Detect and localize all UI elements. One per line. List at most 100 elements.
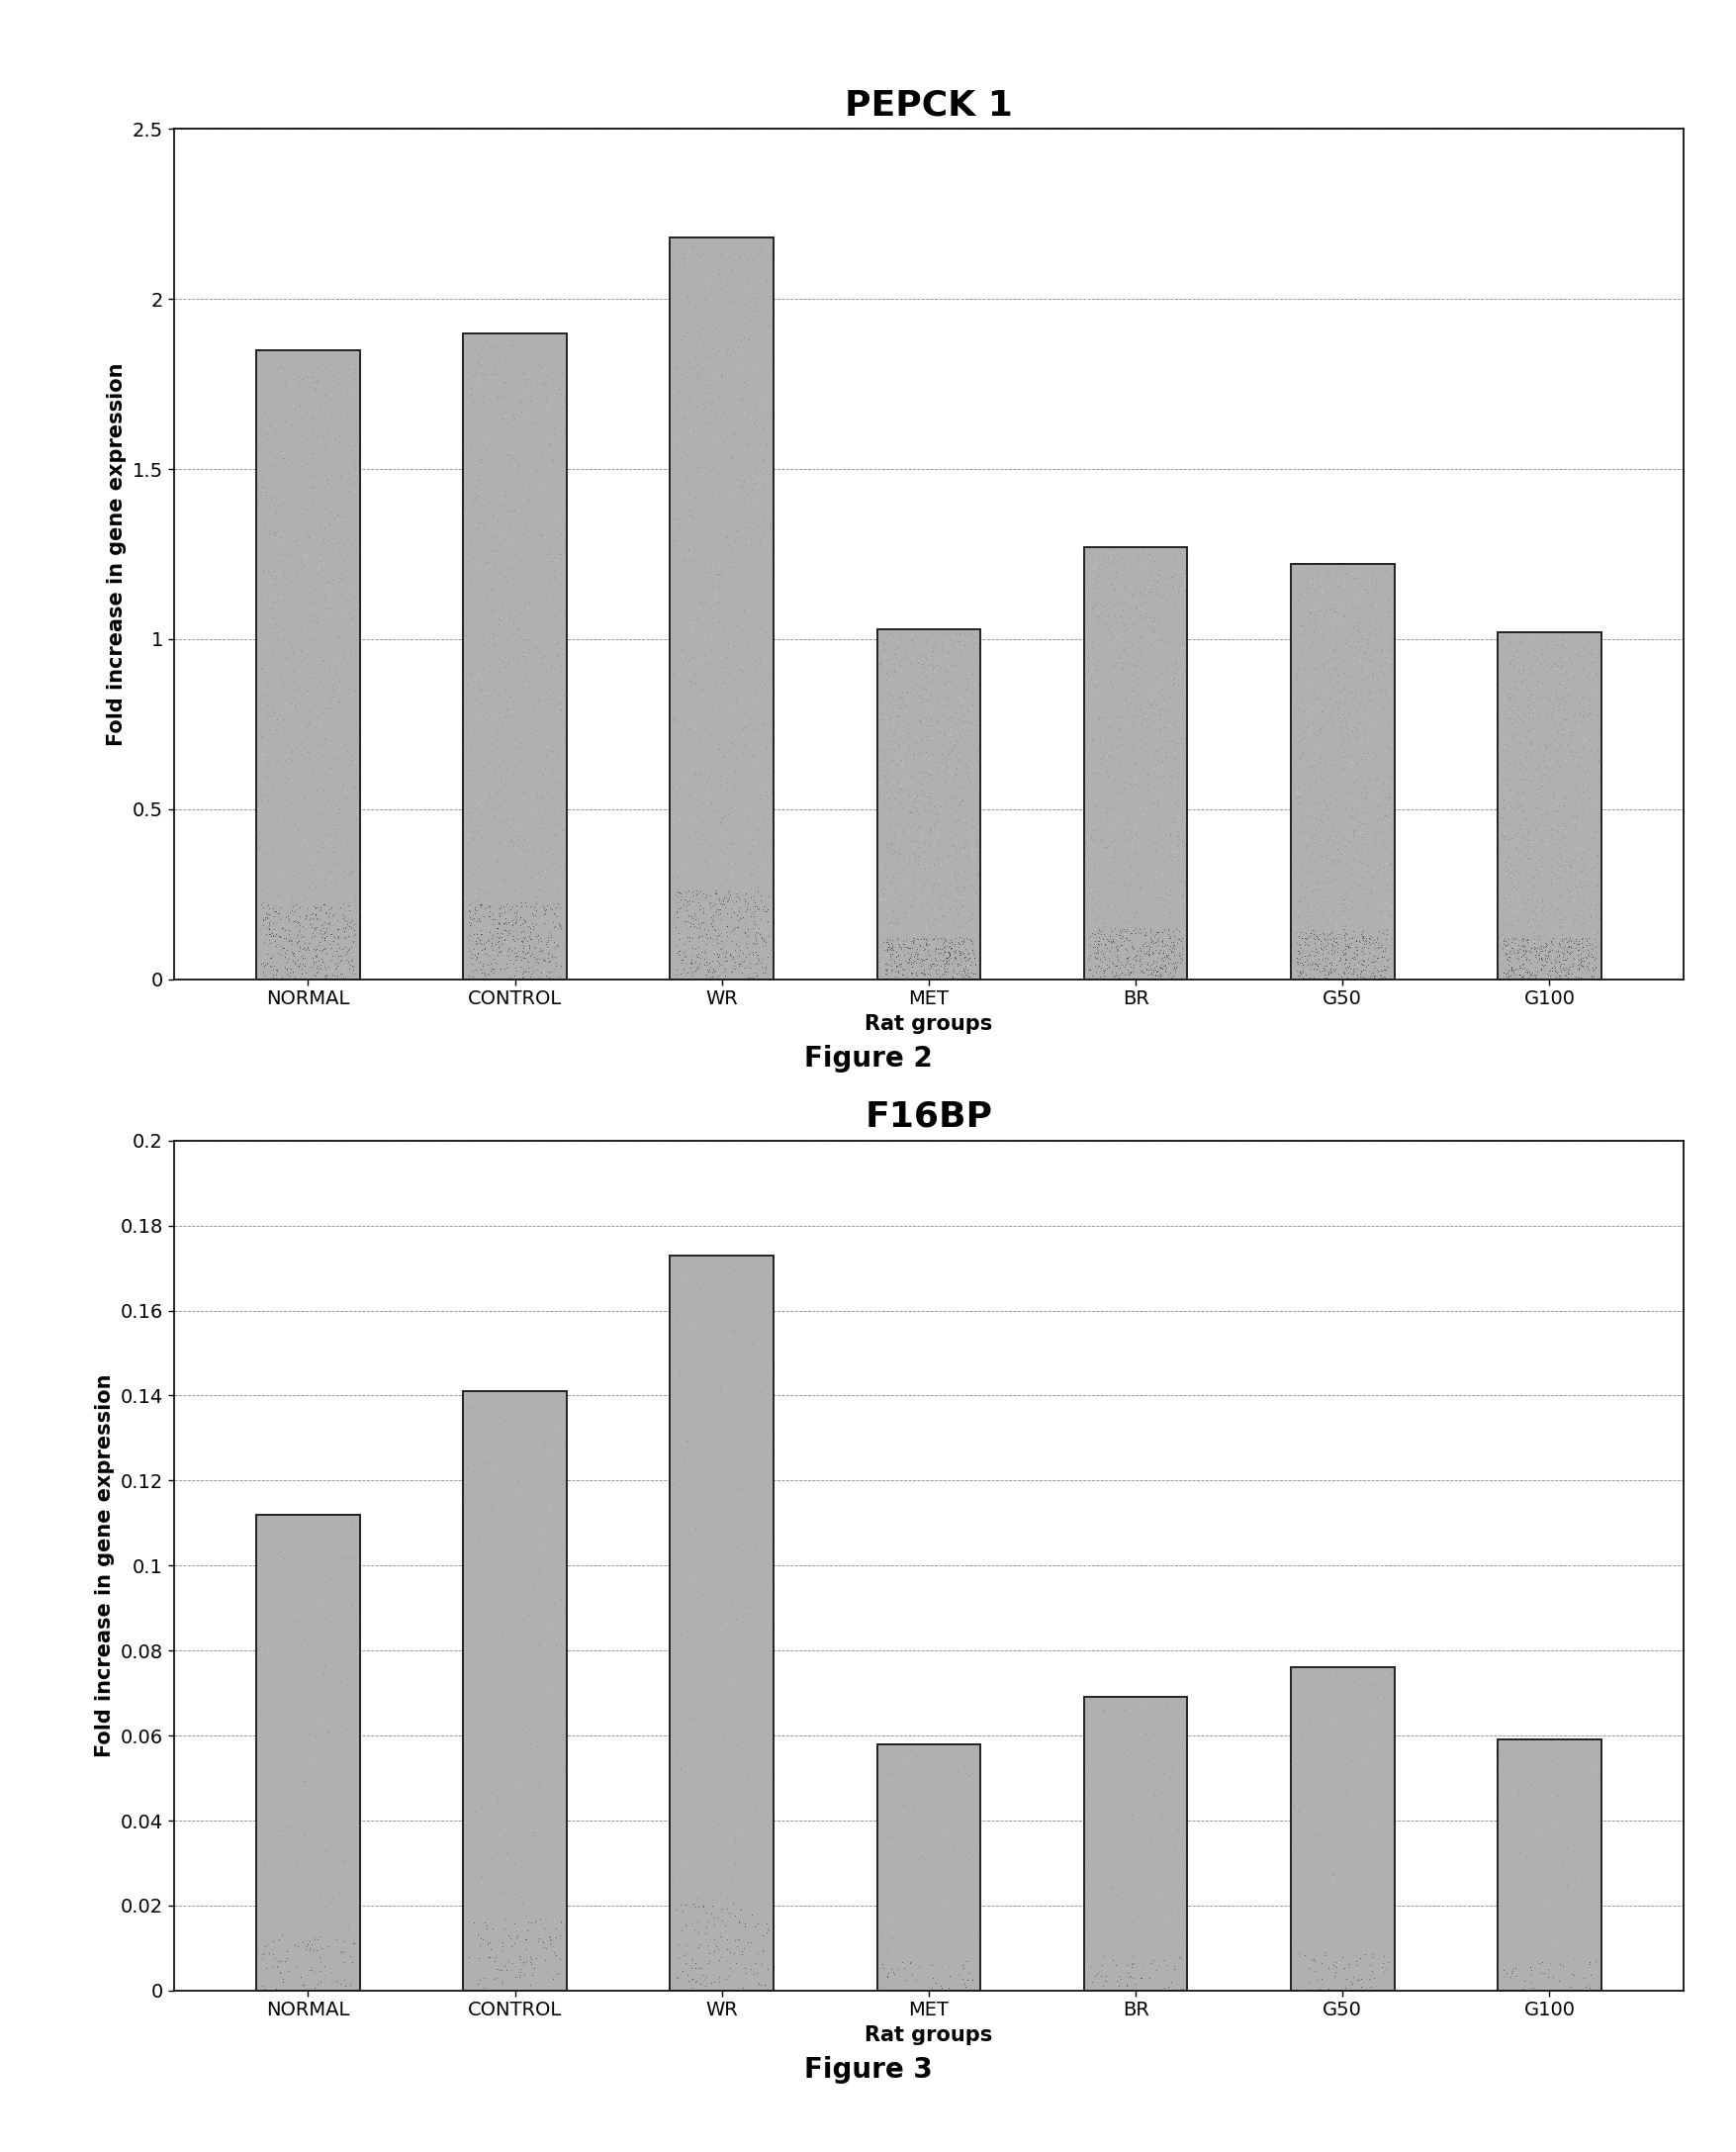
Point <box>948 721 976 755</box>
Point <box>691 940 719 975</box>
Point <box>493 1836 521 1870</box>
Point <box>1283 925 1311 960</box>
Point <box>1363 691 1391 725</box>
Point <box>755 1438 783 1472</box>
Point <box>332 829 359 863</box>
Point <box>689 458 717 493</box>
Point <box>707 841 734 876</box>
Point <box>708 327 736 362</box>
Point <box>337 1861 365 1896</box>
Point <box>1486 1732 1514 1767</box>
Point <box>684 1610 712 1644</box>
Point <box>1141 1739 1168 1773</box>
Point <box>880 781 908 816</box>
Point <box>311 426 339 461</box>
Point <box>1323 833 1351 867</box>
Point <box>262 461 290 495</box>
Point <box>681 725 708 760</box>
Point <box>920 682 948 717</box>
Point <box>271 852 299 887</box>
Point <box>292 940 319 975</box>
Point <box>660 706 687 740</box>
Point <box>486 818 514 852</box>
Point <box>1102 955 1130 990</box>
Point <box>1141 1821 1168 1855</box>
Point <box>1158 962 1186 996</box>
Point <box>1373 798 1401 833</box>
Point <box>1113 1967 1141 2001</box>
Point <box>1311 865 1338 900</box>
Point <box>1087 891 1115 925</box>
Point <box>1580 626 1608 661</box>
Point <box>1085 928 1113 962</box>
Point <box>319 835 347 869</box>
Point <box>523 940 550 975</box>
Point <box>531 1554 559 1588</box>
Point <box>507 1952 535 1986</box>
Point <box>1085 928 1113 962</box>
Point <box>1495 656 1522 691</box>
Point <box>299 620 326 654</box>
Point <box>1555 663 1583 697</box>
Point <box>340 415 368 450</box>
Point <box>1344 936 1371 971</box>
Point <box>1144 777 1172 811</box>
Point <box>1342 921 1370 955</box>
Point <box>960 923 988 958</box>
Point <box>1496 912 1524 947</box>
Point <box>1345 652 1373 686</box>
Point <box>729 945 757 979</box>
Point <box>247 592 274 626</box>
Point <box>1161 740 1189 775</box>
Point <box>727 1405 755 1440</box>
Point <box>483 1960 510 1995</box>
Point <box>503 953 531 988</box>
Point <box>1293 570 1321 605</box>
Point <box>1118 600 1146 635</box>
Point <box>1319 646 1347 680</box>
Point <box>1125 940 1153 975</box>
Point <box>1115 882 1142 917</box>
Point <box>1540 1743 1568 1778</box>
Point <box>278 923 306 958</box>
Point <box>1123 738 1151 773</box>
Point <box>955 902 983 936</box>
Point <box>493 951 521 986</box>
Point <box>1325 1945 1352 1980</box>
Point <box>1302 598 1330 633</box>
Point <box>955 878 983 912</box>
Point <box>319 962 347 996</box>
Point <box>929 938 957 973</box>
Point <box>1489 962 1517 996</box>
Point <box>701 912 729 947</box>
Point <box>474 654 502 689</box>
Point <box>526 930 554 964</box>
Point <box>476 689 503 723</box>
Point <box>1568 841 1595 876</box>
Point <box>750 895 778 930</box>
Point <box>1500 770 1528 805</box>
Point <box>465 678 493 712</box>
Point <box>299 349 326 383</box>
Point <box>684 962 712 996</box>
Point <box>1335 951 1363 986</box>
Point <box>682 932 710 966</box>
Point <box>453 947 481 981</box>
Point <box>519 762 547 796</box>
Point <box>1363 925 1391 960</box>
Point <box>943 1846 970 1881</box>
Point <box>1147 622 1175 656</box>
Point <box>1286 633 1314 667</box>
Point <box>286 831 314 865</box>
Point <box>493 684 521 719</box>
Point <box>1299 562 1326 596</box>
Point <box>1345 923 1373 958</box>
Point <box>870 902 898 936</box>
Point <box>891 697 918 732</box>
Point <box>708 1440 736 1474</box>
Point <box>1561 831 1588 865</box>
Point <box>1562 1902 1590 1937</box>
Point <box>1538 706 1566 740</box>
Point <box>507 943 535 977</box>
Point <box>698 1896 726 1930</box>
